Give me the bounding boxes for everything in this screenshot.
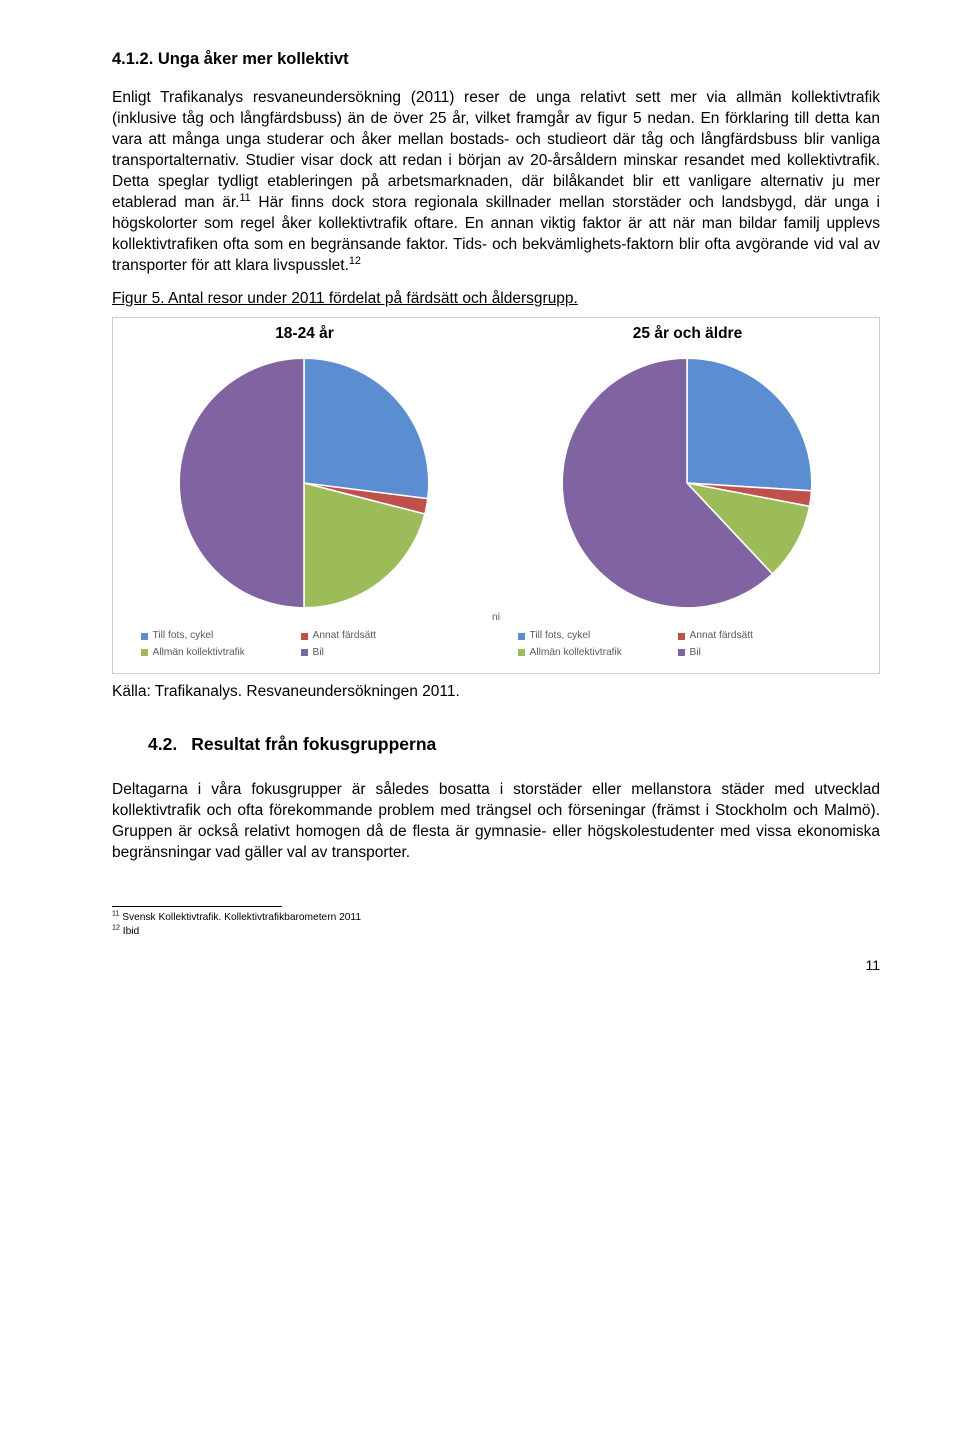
heading-4-1-2: 4.1.2. Unga åker mer kollektivt <box>112 48 880 70</box>
legend-label: Annat färdsätt <box>690 629 753 643</box>
chart-25-plus: 25 år och äldre <box>504 324 872 613</box>
legend-label: Allmän kollektivtrafik <box>153 646 245 660</box>
figure-5-caption: Figur 5. Antal resor under 2011 fördelat… <box>112 289 880 310</box>
legend-item: Till fots, cykel <box>518 629 638 643</box>
figure-5-container: 18-24 år 25 år och äldre ni Till fots, c… <box>112 317 880 673</box>
charts-row: 18-24 år 25 år och äldre <box>113 324 879 613</box>
footnote-ref-12: 12 <box>349 254 361 266</box>
chart-18-24: 18-24 år <box>121 324 489 613</box>
swatch-icon <box>301 649 308 656</box>
heading-4-2: 4.2. Resultat från fokusgrupperna <box>112 733 880 757</box>
legend-item: Allmän kollektivtrafik <box>141 646 261 660</box>
footnote-text: Svensk Kollektivtrafik. Kollektivtrafikb… <box>119 912 361 923</box>
legend-label: Bil <box>313 646 324 660</box>
swatch-icon <box>141 633 148 640</box>
swatch-icon <box>518 649 525 656</box>
swatch-icon <box>141 649 148 656</box>
footnote-num: 12 <box>112 923 120 931</box>
paragraph-2: Deltagarna i våra fokusgrupper är sålede… <box>112 780 880 864</box>
figure-source: Källa: Trafikanalys. Resvaneundersökning… <box>112 682 880 703</box>
pie-chart-1 <box>174 353 434 613</box>
paragraph-1: Enligt Trafikanalys resvaneundersökning … <box>112 88 880 276</box>
heading-42-title: Resultat från fokusgrupperna <box>191 734 436 754</box>
legend-item: Bil <box>678 646 798 660</box>
swatch-icon <box>678 633 685 640</box>
legend-item: Allmän kollektivtrafik <box>518 646 638 660</box>
footnote-11: 11 Svensk Kollektivtrafik. Kollektivtraf… <box>112 911 880 925</box>
legend-item: Till fots, cykel <box>141 629 261 643</box>
footnote-text: Ibid <box>120 926 139 937</box>
footnote-divider <box>112 906 282 907</box>
heading-number: 4.1.2. <box>112 50 153 68</box>
pie-slice <box>180 359 305 609</box>
swatch-icon <box>518 633 525 640</box>
chart1-title: 18-24 år <box>275 324 334 345</box>
heading-42-number: 4.2. <box>148 734 177 754</box>
footnotes: 11 Svensk Kollektivtrafik. Kollektivtraf… <box>112 906 880 939</box>
swatch-icon <box>678 649 685 656</box>
swatch-icon <box>301 633 308 640</box>
legend-label: Bil <box>690 646 701 660</box>
heading-title: Unga åker mer kollektivt <box>158 50 349 68</box>
pie-chart-2 <box>557 353 817 613</box>
legend-item: Annat färdsätt <box>678 629 798 643</box>
pie-slice <box>304 359 429 499</box>
document-page: 4.1.2. Unga åker mer kollektivt Enligt T… <box>0 0 960 1015</box>
legend-item: Bil <box>301 646 421 660</box>
legend-right: Till fots, cykel Annat färdsätt Allmän k… <box>504 629 866 663</box>
stray-text: ni <box>113 611 879 625</box>
legends-row: Till fots, cykel Annat färdsätt Allmän k… <box>113 625 879 663</box>
footnote-ref-11: 11 <box>239 192 250 204</box>
pie-slice <box>687 359 812 492</box>
legend-left: Till fots, cykel Annat färdsätt Allmän k… <box>127 629 489 663</box>
footnote-12: 12 Ibid <box>112 925 880 939</box>
legend-label: Till fots, cykel <box>153 629 214 643</box>
page-number: 11 <box>112 956 880 975</box>
legend-label: Till fots, cykel <box>530 629 591 643</box>
legend-label: Allmän kollektivtrafik <box>530 646 622 660</box>
legend-item: Annat färdsätt <box>301 629 421 643</box>
legend-label: Annat färdsätt <box>313 629 376 643</box>
paragraph-1a: Enligt Trafikanalys resvaneundersökning … <box>112 89 880 211</box>
chart2-title: 25 år och äldre <box>633 324 742 345</box>
